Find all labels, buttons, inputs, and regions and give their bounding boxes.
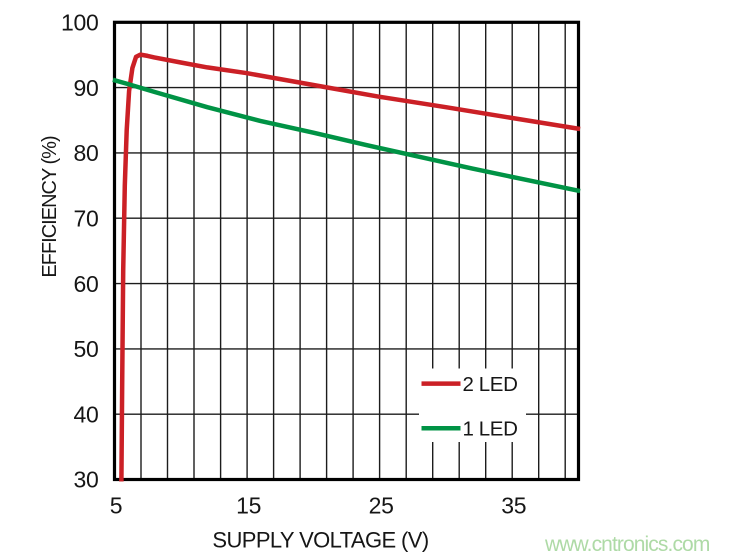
svg-text:2 LED: 2 LED [463,373,518,396]
svg-text:SUPPLY VOLTAGE (V): SUPPLY VOLTAGE (V) [212,528,428,553]
svg-text:30: 30 [74,467,99,493]
svg-text:35: 35 [501,493,526,519]
svg-text:40: 40 [74,401,99,427]
svg-text:70: 70 [74,205,99,231]
svg-text:90: 90 [74,75,99,101]
svg-text:80: 80 [74,140,99,166]
svg-text:1 LED: 1 LED [463,418,518,441]
svg-text:15: 15 [236,493,261,519]
svg-text:www.cntronics.com: www.cntronics.com [544,533,710,556]
svg-text:50: 50 [74,336,99,362]
svg-text:5: 5 [110,493,123,519]
svg-text:25: 25 [369,493,394,519]
svg-text:100: 100 [61,10,98,36]
svg-text:EFFICIENCY (%): EFFICIENCY (%) [39,136,61,278]
svg-text:60: 60 [74,271,99,297]
